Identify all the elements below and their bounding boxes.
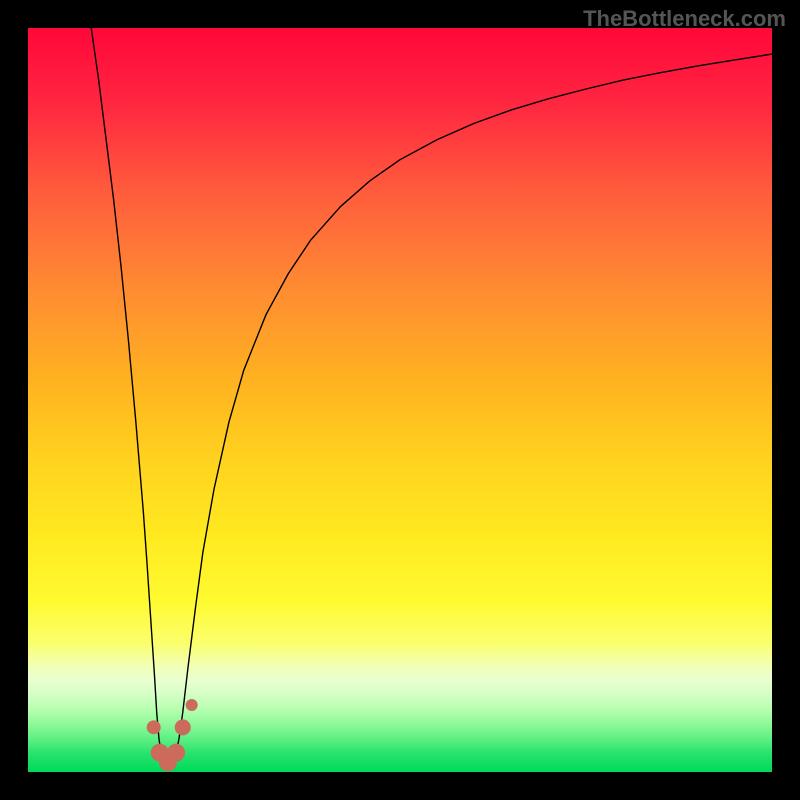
data-markers	[28, 28, 772, 772]
watermark-text: TheBottleneck.com	[583, 6, 786, 32]
data-marker	[175, 719, 191, 735]
data-marker	[186, 699, 198, 711]
data-marker	[167, 744, 185, 762]
chart-frame: TheBottleneck.com	[0, 0, 800, 800]
plot-area	[28, 28, 772, 772]
data-marker	[147, 720, 161, 734]
